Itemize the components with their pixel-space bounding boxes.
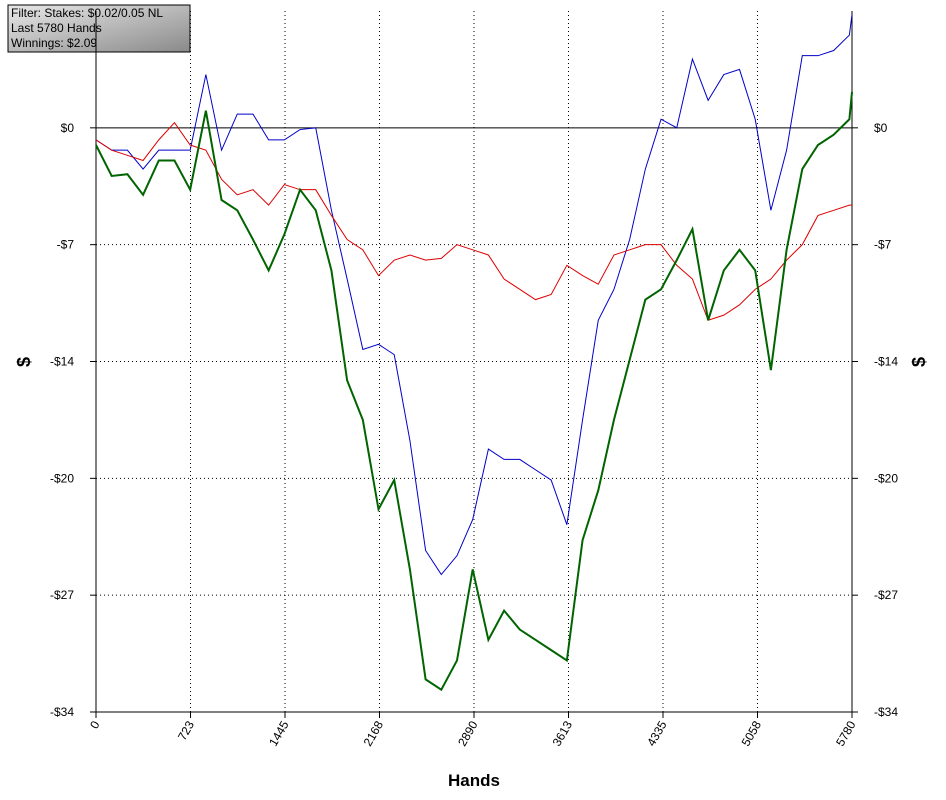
y2-tick-label: -$27	[874, 588, 898, 602]
y2-tick-label: -$20	[874, 471, 898, 485]
y-tick-label: -$34	[50, 705, 74, 719]
y-tick-label: -$20	[50, 471, 74, 485]
y2-tick-label: -$14	[874, 355, 898, 369]
x-tick-label: 2168	[361, 718, 387, 748]
y-tick-label: $0	[61, 121, 75, 135]
x-tick-label: 1445	[266, 718, 292, 748]
y2-tick-label: -$34	[874, 705, 898, 719]
y-tick-label: -$14	[50, 355, 74, 369]
series-line	[95, 14, 853, 576]
info-line: Last 5780 Hands	[11, 21, 102, 35]
x-tick-label: 5780	[833, 718, 859, 748]
series-line	[95, 91, 853, 692]
x-tick-label: 5058	[739, 718, 765, 748]
x-tick-label: 4335	[644, 718, 670, 748]
x-tick-label: 2890	[455, 718, 481, 748]
y2-tick-label: $0	[874, 121, 888, 135]
x-tick-label: 3613	[550, 718, 576, 748]
info-box	[7, 4, 191, 53]
x-tick-label: 0	[87, 718, 103, 731]
y-tick-label: -$27	[50, 588, 74, 602]
x-axis-label: Hands	[448, 771, 500, 790]
info-line: Winnings: $2.09	[11, 36, 97, 50]
series-line	[95, 121, 852, 321]
x-tick-label: 723	[175, 718, 197, 743]
y-tick-label: -$7	[57, 238, 75, 252]
y-axis-label: $	[14, 357, 34, 367]
y2-tick-label: -$7	[874, 238, 892, 252]
info-line: Filter: Stakes: $0.02/0.05 NL	[11, 6, 163, 20]
y2-axis-label: $	[909, 357, 929, 367]
